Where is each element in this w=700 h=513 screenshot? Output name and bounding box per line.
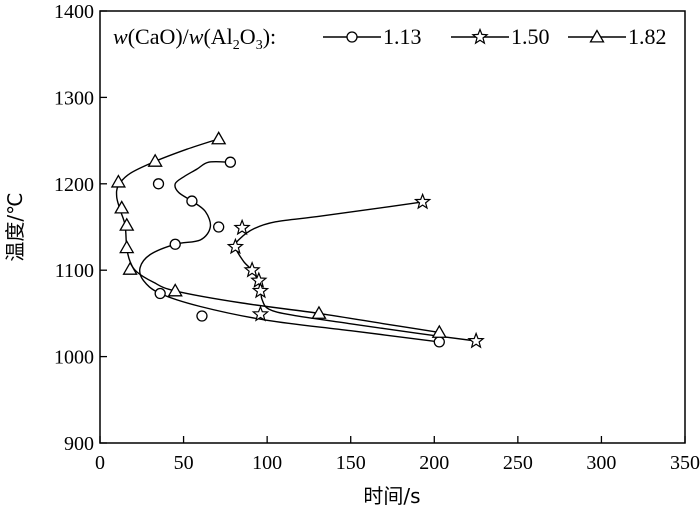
point-triangle [119,217,135,231]
series-line-1.50 [234,201,477,342]
legend-label: 1.50 [511,24,550,49]
legend-marker-star [471,27,489,45]
y-tick-label: 1100 [55,260,94,282]
point-circle [196,310,208,322]
point-star [233,218,251,236]
point-triangle [431,324,447,338]
point-star [251,281,270,299]
point-star [226,237,245,255]
point-triangle [311,305,327,319]
point-circle [169,238,181,250]
point-triangle [147,153,163,167]
series-line-1.13 [138,160,440,343]
axes: 0 50 100 150 200 250 300 350 900 1000 1100 1200 1300… [54,1,700,474]
y-tick-label: 1300 [54,87,94,109]
y-axis-title: 温度/℃ [3,192,27,261]
point-circle [213,221,225,233]
point-star [413,192,432,210]
legend-entry-1.13: 1.13 [323,24,422,49]
legend-entry-1.82: 1.82 [568,24,667,49]
point-star [243,261,261,278]
legend-label: 1.82 [628,24,667,49]
point-triangle [167,283,183,297]
y-tick-label: 900 [64,433,94,455]
point-star [467,331,485,349]
y-tick-label: 1000 [54,347,94,369]
legend-title-part: ): [263,24,276,49]
legend-title-part: O [240,24,256,49]
legend-title-part: w [113,24,128,49]
point-circle [186,195,198,207]
point-star [251,305,270,322]
curves [115,138,477,343]
legend: w(CaO)/w(Al2O3): 1.13 1.50 1.82 [113,24,667,53]
point-circle [433,336,445,348]
x-tick-label: 200 [419,452,449,474]
x-tick-label: 100 [252,452,282,474]
legend-title-part: 2 [233,38,240,53]
y-tick-label: 1400 [54,1,94,23]
point-circle [224,156,237,168]
point-triangle [122,261,138,275]
point-triangle [114,200,130,214]
legend-title-part: w [189,24,204,49]
point-triangle [110,174,127,188]
x-tick-label: 250 [503,452,533,474]
y-tick-label: 1200 [54,174,94,196]
x-tick-label: 0 [95,452,105,474]
legend-marker-triangle [589,29,605,43]
legend-title-part: (Al [203,24,232,49]
markers [110,131,485,349]
legend-marker-circle [346,31,358,43]
point-triangle [119,239,135,254]
x-tick-label: 300 [586,452,616,474]
x-tick-label: 350 [670,452,700,474]
legend-title-part: (CaO)/ [128,24,190,49]
plot-frame [99,10,686,444]
point-triangle [211,131,227,145]
legend-label: 1.13 [383,24,422,49]
point-circle [154,287,166,300]
point-star [250,271,268,288]
x-tick-label: 150 [336,452,366,474]
legend-title: w(CaO)/w(Al2O3): [113,24,276,53]
point-circle [152,178,165,190]
legend-entry-1.50: 1.50 [451,24,550,49]
legend-title-part: 3 [256,38,263,53]
x-axis-title: 时间/s [363,484,420,508]
series-line-1.82 [115,138,440,334]
x-tick-label: 50 [174,452,194,474]
